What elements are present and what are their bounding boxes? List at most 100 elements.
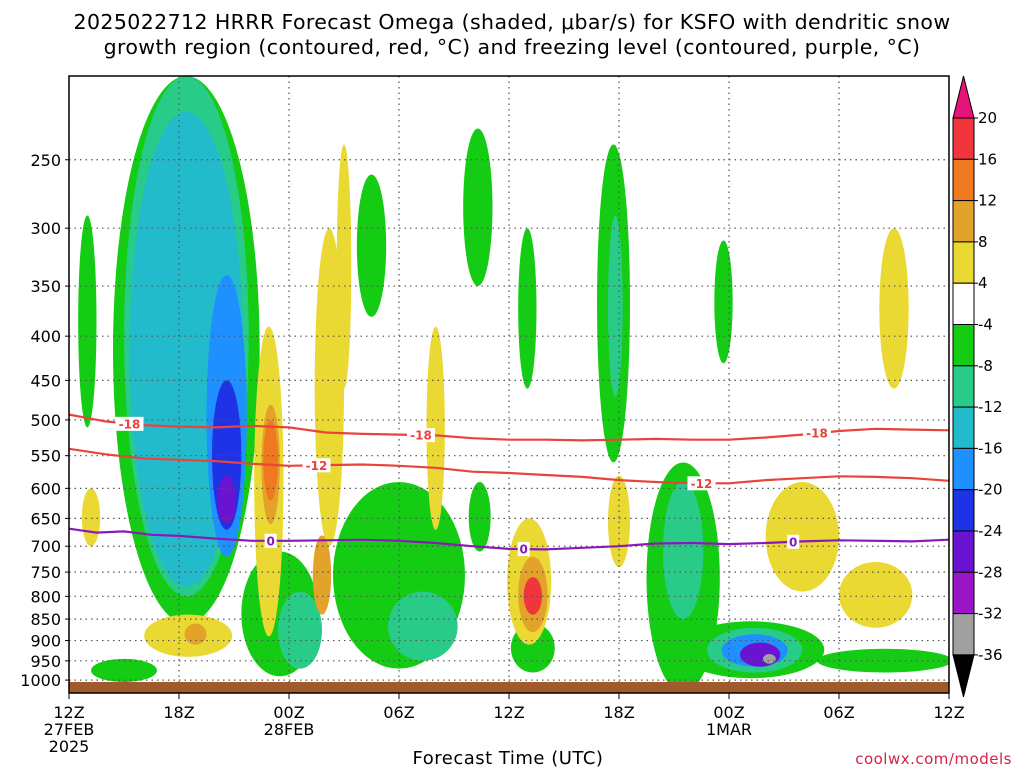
x-tick-label: 18Z <box>603 703 634 722</box>
colorbar-label: -4 <box>978 316 993 334</box>
colorbar-top-arrow <box>952 75 975 119</box>
contour-line <box>69 413 949 442</box>
omega-region <box>426 326 445 530</box>
y-tick-label: 500 <box>30 411 61 430</box>
y-axis: 250 300 350 400 450 500 550 600 650 700 750 800 850 9… <box>20 151 69 690</box>
y-tick-label: 850 <box>30 610 61 629</box>
omega-region <box>78 215 97 428</box>
contour-label: -18 <box>119 417 141 431</box>
chart-title-line-2: growth region (contoured, red, °C) and f… <box>104 35 921 59</box>
y-tick-label: 900 <box>30 632 61 651</box>
x-tick-label: 00Z <box>273 703 304 722</box>
x-tick-label: 06Z <box>383 703 414 722</box>
colorbar-swatch <box>952 324 975 367</box>
contour-label: -12 <box>691 477 713 491</box>
omega-region <box>463 128 493 287</box>
y-tick-label: 800 <box>30 587 61 606</box>
contour-label-bg <box>407 428 435 443</box>
y-tick-label: 750 <box>30 563 61 582</box>
y-tick-label: 600 <box>30 479 61 498</box>
x-tick-label: 00Z <box>713 703 744 722</box>
colorbar-label: -16 <box>978 439 1003 457</box>
omega-region <box>608 475 630 568</box>
omega-region <box>263 419 278 501</box>
omega-region <box>81 488 101 547</box>
omega-region <box>184 623 207 645</box>
colorbar-swatch <box>952 365 975 408</box>
colorbar-swatch <box>952 613 975 656</box>
x-tick-label: 12Z <box>493 703 524 722</box>
colorbar-swatch <box>952 571 975 615</box>
colorbar-swatch <box>952 447 975 491</box>
omega-region <box>312 535 332 615</box>
contour-label-bg <box>264 533 277 548</box>
y-tick-label: 300 <box>30 219 61 238</box>
credit-link[interactable]: coolwx.com/models <box>855 750 1012 768</box>
colorbar-label: -20 <box>978 481 1003 499</box>
omega-region <box>714 240 733 364</box>
contour-label-bg <box>803 426 831 441</box>
x-tick-label: 12Z <box>933 703 964 722</box>
colorbar-label: 12 <box>978 192 997 210</box>
colorbar-swatch <box>952 530 975 573</box>
contour-label-bg <box>115 416 144 431</box>
contour-label-bg <box>787 534 800 549</box>
x-tick-label: 06Z <box>823 703 854 722</box>
x-tick-label: 1MAR <box>706 720 752 739</box>
colorbar-swatch <box>952 117 975 160</box>
contour-label-bg <box>687 476 716 491</box>
y-tick-label: 550 <box>30 447 61 466</box>
x-tick-label: 27FEB <box>44 720 95 739</box>
colorbar-swatch <box>952 406 975 449</box>
omega-region <box>356 174 387 317</box>
contour-label-bg <box>517 542 530 557</box>
colorbar: 20 16 12 8 4 -4 -8 -12 -16 -20 -24 -28 -32 -36 <box>952 75 1003 698</box>
omega-region <box>817 648 949 673</box>
y-tick-label: 350 <box>30 277 61 296</box>
omega-shading <box>78 76 949 693</box>
omega-region <box>879 228 909 389</box>
colorbar-label: -24 <box>978 522 1003 540</box>
omega-region <box>765 482 839 592</box>
omega-region <box>388 591 458 661</box>
x-tick-label: 18Z <box>163 703 194 722</box>
contour-label-bg <box>302 458 331 473</box>
colorbar-label: 8 <box>978 233 988 251</box>
omega-region <box>839 561 913 628</box>
x-tick-label: 12Z <box>53 703 84 722</box>
contour-label: -18 <box>806 427 828 441</box>
y-tick-label: 950 <box>30 652 61 671</box>
grid-lines <box>69 76 949 693</box>
y-tick-label: 1000 <box>20 671 61 690</box>
colorbar-label: 4 <box>978 274 988 292</box>
omega-region <box>608 215 623 397</box>
colorbar-swatch <box>952 489 975 532</box>
colorbar-bottom-arrow <box>952 654 975 698</box>
colorbar-label: -12 <box>978 398 1003 416</box>
contour-label: 0 <box>266 534 274 548</box>
omega-region <box>523 577 542 615</box>
colorbar-swatch <box>952 241 975 284</box>
y-tick-label: 650 <box>30 509 61 528</box>
contour-label: 0 <box>789 535 797 549</box>
contour-label: -18 <box>410 429 432 443</box>
colorbar-swatch <box>952 200 975 243</box>
x-axis-label: Forecast Time (UTC) <box>413 748 604 768</box>
colorbar-label: -28 <box>978 563 1003 581</box>
colorbar-label: 16 <box>978 150 997 168</box>
y-tick-label: 400 <box>30 327 61 346</box>
omega-region <box>740 642 781 667</box>
x-tick-label: 2025 <box>49 737 90 756</box>
y-tick-label: 250 <box>30 151 61 170</box>
colorbar-label: 20 <box>978 109 997 127</box>
omega-region <box>468 482 491 552</box>
contour-label: -12 <box>306 459 328 473</box>
chart-title-line-1: 2025022712 HRRR Forecast Omega (shaded, … <box>74 10 951 34</box>
colorbar-label: -8 <box>978 357 993 375</box>
omega-region <box>91 658 157 682</box>
colorbar-label: -32 <box>978 605 1003 623</box>
colorbar-swatch <box>952 158 975 202</box>
omega-region <box>518 228 537 389</box>
ground-surface <box>69 682 949 693</box>
